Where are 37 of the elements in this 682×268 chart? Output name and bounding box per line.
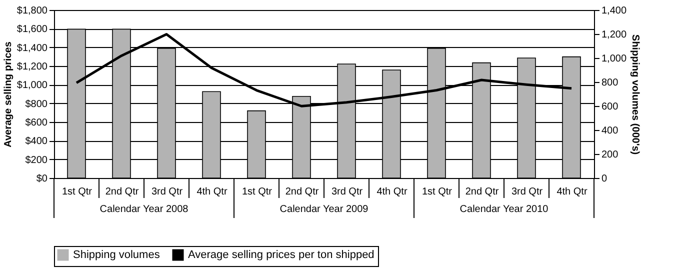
y-tick-label: $400 [25,136,48,148]
y2-tick-label: 1,000 [602,54,627,64]
y-tick-label: $200 [25,154,48,166]
y-tick-label: $1,800 [16,6,48,16]
x-tick-label: 4th Qtr [556,186,588,198]
y2-tick-label: 1,400 [602,6,627,16]
x-tick-label: 1st Qtr [62,186,93,198]
y-tick-label: $800 [25,98,48,110]
x-tick-label: 1st Qtr [242,186,273,198]
y2-tick-label: 1,200 [602,30,627,40]
y-tick-label: $1,000 [16,80,48,92]
x-tick-label: 3rd Qtr [151,186,184,198]
x-tick-label: 4th Qtr [376,186,408,198]
text: Calendar Year 2010 [460,204,549,215]
text: Calendar Year 2008 [100,204,189,215]
y2-tick-label: 200 [602,150,619,160]
x-tick-label: 3rd Qtr [331,186,364,198]
x-tick-label: 4th Qtr [196,186,228,198]
x-tick-label: 3rd Qtr [511,186,544,198]
y2-tick-label: 0 [602,174,608,184]
y-tick-label: $600 [25,118,48,128]
y-axis-title: Average selling prices [2,41,14,148]
legend-label: Average selling prices per ton shipped [188,249,374,261]
legend-label: Shipping volumes [73,249,160,261]
y-tick-label: $1,400 [16,42,48,54]
x-tick-label: 2nd Qtr [285,186,320,198]
x-tick-label: 2nd Qtr [465,186,500,198]
y-tick-label: $1,600 [16,24,48,36]
y2-tick-label: 400 [602,126,619,136]
text: Calendar Year 2009 [280,204,369,215]
y2-tick-label: 800 [602,78,619,88]
y-tick-label: $0 [36,174,48,184]
y-tick-label: $1,200 [16,62,48,72]
y2-axis-title: Shipping volumes (000's) [630,34,641,155]
y2-tick-label: 600 [602,102,619,112]
x-tick-label: 2nd Qtr [105,186,140,198]
x-tick-label: 1st Qtr [422,186,453,198]
